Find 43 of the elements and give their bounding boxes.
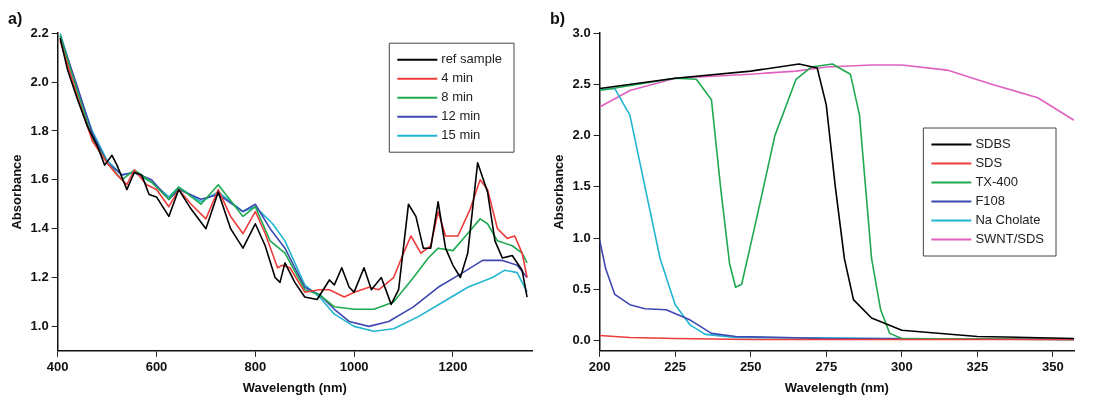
legend-label: 12 min <box>441 108 481 124</box>
y-tick-label: 0.5 <box>572 280 591 296</box>
x-tick-label: 400 <box>46 359 69 375</box>
y-tick-label: 1.0 <box>572 229 591 245</box>
chart-title: b) <box>550 10 566 28</box>
legend-label: SDBS <box>975 136 1012 152</box>
y-tick-label: 3.0 <box>572 24 591 40</box>
y-tick-label: 2.2 <box>30 24 49 40</box>
legend-label: Na Cholate <box>975 212 1041 228</box>
y-tick-label: 1.2 <box>30 269 49 285</box>
legend-label: F108 <box>975 193 1006 209</box>
x-tick-label: 200 <box>588 359 611 375</box>
x-tick-label: 600 <box>145 359 168 375</box>
y-tick-label: 1.0 <box>30 317 49 333</box>
x-tick-label: 1200 <box>438 359 468 375</box>
y-tick-label: 2.0 <box>572 127 591 143</box>
x-axis-title: Wavelength (nm) <box>242 379 347 395</box>
legend-label: 4 min <box>441 70 474 86</box>
x-tick-label: 250 <box>739 359 762 375</box>
x-tick-label: 1000 <box>339 359 369 375</box>
legend-label: ref sample <box>441 51 503 67</box>
y-tick-label: 2.5 <box>572 76 591 91</box>
legend-label: SWNT/SDS <box>975 231 1045 247</box>
y-axis-title: Absorbance <box>9 154 25 230</box>
y-tick-label: 1.8 <box>30 122 49 138</box>
chart-title: a) <box>8 10 23 28</box>
y-tick-label: 1.5 <box>572 178 591 194</box>
y-tick-label: 0.0 <box>572 332 591 348</box>
x-tick-label: 225 <box>664 359 687 375</box>
x-tick-label: 325 <box>966 359 989 375</box>
legend-label: 15 min <box>441 127 481 143</box>
y-tick-label: 1.6 <box>30 171 49 187</box>
x-tick-label: 350 <box>1042 359 1064 375</box>
x-tick-label: 800 <box>244 359 267 375</box>
x-axis-title: Wavelength (nm) <box>784 379 889 395</box>
legend-label: 8 min <box>441 89 474 105</box>
y-axis-title: Absorbance <box>551 154 567 230</box>
x-tick-label: 300 <box>890 359 913 375</box>
x-tick-label: 275 <box>815 359 838 375</box>
legend-label: TX-400 <box>975 174 1019 190</box>
legend-label: SDS <box>975 155 1003 171</box>
y-tick-label: 2.0 <box>30 73 49 89</box>
y-tick-label: 1.4 <box>30 220 50 236</box>
